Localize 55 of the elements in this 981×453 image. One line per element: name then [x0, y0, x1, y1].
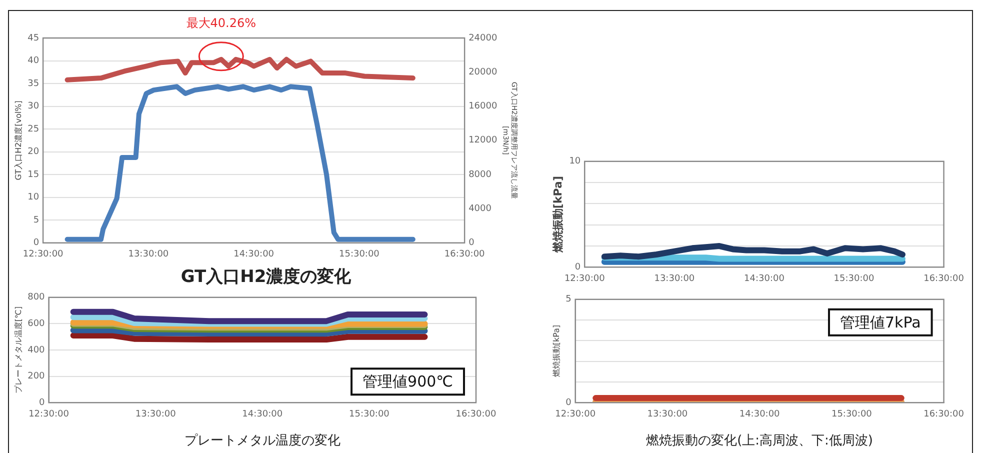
y-tick-label: 200	[28, 372, 46, 382]
y-tick-label: 40	[28, 56, 40, 66]
x-tick-label: 16:30:00	[924, 409, 964, 420]
y2-tick-label: 20000	[468, 67, 498, 78]
x-tick-label: 12:30:00	[555, 409, 596, 420]
annotation: 管理値900℃	[362, 372, 454, 390]
y-axis-title: GT入口H2濃度[vol%]	[14, 100, 23, 180]
x-tick-label: 14:30:00	[234, 250, 274, 260]
y-tick-label: 25	[28, 124, 40, 134]
y-tick-label: 0	[39, 398, 46, 408]
y-tick-label: 800	[28, 292, 46, 303]
annotation: 管理値7kPa	[840, 313, 921, 332]
x-tick-label: 14:30:00	[739, 409, 780, 420]
y-tick-label: 15	[28, 170, 40, 180]
y2-tick-label: 8000	[468, 170, 492, 180]
y2-tick-label: 24000	[468, 33, 498, 44]
x-tick-label: 12:30:00	[28, 409, 70, 420]
y-tick-label: 5	[566, 294, 572, 305]
x-tick-label: 14:30:00	[744, 274, 785, 284]
x-tick-label: 13:30:00	[654, 274, 695, 284]
x-tick-label: 12:30:00	[564, 274, 606, 284]
x-tick-label: 16:30:00	[456, 409, 496, 420]
y-tick-label: 400	[28, 345, 46, 356]
y-tick-label: 35	[28, 78, 40, 89]
x-tick-label: 16:30:00	[444, 250, 486, 260]
x-tick-label: 12:30:00	[22, 250, 64, 260]
y2-tick-label: 16000	[468, 102, 498, 112]
x-tick-label: 13:30:00	[135, 409, 176, 420]
x-axis-title: 燃焼振動の変化(上:高周波、下:低周波)	[646, 432, 874, 449]
x-tick-label: 15:30:00	[348, 409, 390, 420]
x-axis-title: プレートメタル温度の変化	[184, 432, 340, 449]
y-axis-title: 燃焼振動[kPa]	[551, 176, 564, 254]
y-tick-label: 20	[28, 147, 40, 158]
y-tick-label: 10	[28, 192, 40, 203]
y-axis-title: プレートメタル温度[℃]	[14, 306, 23, 394]
x-tick-label: 13:30:00	[647, 409, 688, 420]
y2-tick-label: 12000	[468, 136, 498, 146]
y-tick-label: 45	[28, 33, 40, 44]
y2-tick-label: 4000	[468, 204, 492, 214]
x-tick-label: 14:30:00	[242, 409, 283, 420]
y-tick-label: 30	[28, 102, 40, 112]
annotation: 最大40.26%	[186, 16, 256, 30]
text: GT入口H2濃度の変化	[180, 267, 352, 288]
x-tick-label: 16:30:00	[924, 274, 964, 284]
x-tick-label: 15:30:00	[338, 250, 380, 260]
x-tick-label: 15:30:00	[834, 274, 874, 284]
y2-tick-label: 0	[468, 238, 475, 248]
y-tick-label: 5	[33, 215, 40, 226]
y-axis-title: 燃焼振動[kPa]	[552, 324, 561, 378]
y-tick-label: 0	[566, 398, 572, 408]
x-tick-label: 13:30:00	[128, 250, 169, 260]
x-tick-label: 15:30:00	[831, 409, 872, 420]
y-tick-label: 0	[33, 238, 40, 248]
y-tick-label: 600	[28, 319, 46, 330]
y-tick-label: 10	[569, 156, 581, 167]
